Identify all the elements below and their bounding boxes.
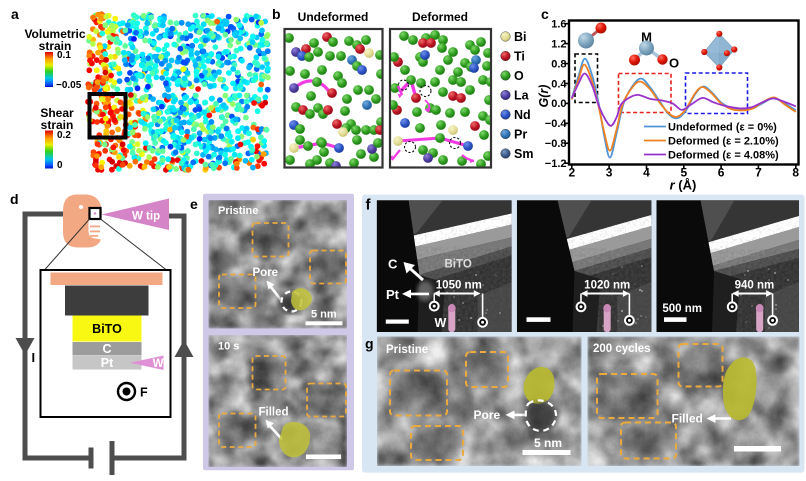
svg-text:10 s: 10 s — [218, 341, 239, 353]
svg-text:−0.4: −0.4 — [545, 118, 568, 130]
svg-text:g: g — [365, 336, 374, 352]
svg-text:940 nm: 940 nm — [735, 280, 775, 292]
svg-text:b: b — [272, 6, 281, 22]
svg-text:0.2: 0.2 — [57, 130, 71, 141]
svg-text:C: C — [388, 257, 398, 272]
svg-text:Bi: Bi — [514, 30, 527, 44]
svg-text:Volumetric: Volumetric — [24, 27, 85, 41]
svg-text:Ti: Ti — [514, 50, 525, 64]
svg-text:e: e — [190, 196, 198, 212]
svg-text:3: 3 — [606, 166, 613, 180]
svg-text:BiTO: BiTO — [445, 259, 472, 271]
svg-text:Shear: Shear — [40, 106, 74, 120]
svg-text:0.8: 0.8 — [551, 58, 566, 70]
svg-text:0.4: 0.4 — [551, 78, 567, 90]
svg-text:Pore: Pore — [474, 408, 501, 422]
svg-text:1020 nm: 1020 nm — [584, 280, 630, 292]
svg-text:1.6: 1.6 — [551, 19, 566, 31]
svg-text:−1.2: −1.2 — [545, 158, 567, 170]
svg-text:Filled: Filled — [259, 407, 289, 419]
svg-text:Sm: Sm — [514, 147, 533, 161]
svg-text:Pore: Pore — [253, 267, 279, 279]
svg-text:W: W — [435, 316, 447, 330]
svg-text:Pristine: Pristine — [218, 205, 258, 217]
svg-text:1.2: 1.2 — [551, 38, 566, 50]
svg-text:−0.05: −0.05 — [56, 80, 82, 91]
svg-text:8: 8 — [792, 166, 799, 180]
svg-text:W tip: W tip — [132, 211, 160, 223]
svg-text:Deformed (ε = 2.10%): Deformed (ε = 2.10%) — [668, 136, 779, 148]
svg-text:a: a — [11, 6, 19, 22]
svg-text:7: 7 — [755, 166, 762, 180]
svg-text:−0.8: −0.8 — [545, 138, 567, 150]
svg-text:Pt: Pt — [101, 356, 114, 370]
svg-text:0: 0 — [57, 160, 63, 171]
svg-text:BiTO: BiTO — [92, 322, 122, 336]
svg-text:Deformed: Deformed — [412, 10, 468, 24]
svg-text:I: I — [32, 350, 36, 365]
svg-text:Undeformed: Undeformed — [298, 10, 369, 24]
svg-text:f: f — [366, 197, 372, 214]
svg-text:2: 2 — [568, 166, 575, 180]
svg-text:G(r): G(r) — [537, 85, 551, 108]
svg-text:O: O — [669, 56, 679, 71]
svg-text:W: W — [153, 358, 164, 370]
svg-text:1050 nm: 1050 nm — [436, 280, 482, 292]
svg-text:r (Å): r (Å) — [670, 178, 697, 193]
svg-text:F: F — [140, 386, 148, 400]
svg-text:5: 5 — [680, 166, 687, 180]
svg-text:strain: strain — [41, 118, 74, 132]
svg-text:M: M — [641, 30, 652, 45]
svg-text:Pr: Pr — [514, 128, 527, 142]
svg-text:d: d — [10, 191, 19, 207]
svg-text:4: 4 — [643, 166, 650, 180]
svg-text:0.0: 0.0 — [551, 98, 566, 110]
svg-text:0.1: 0.1 — [57, 50, 71, 61]
svg-text:Nd: Nd — [514, 108, 531, 122]
svg-text:Pt: Pt — [386, 287, 400, 302]
svg-text:La: La — [514, 89, 530, 103]
svg-text:5 nm: 5 nm — [311, 309, 337, 321]
svg-text:500 nm: 500 nm — [662, 303, 702, 315]
svg-text:Deformed (ε = 4.08%): Deformed (ε = 4.08%) — [668, 150, 779, 162]
svg-text:O: O — [514, 69, 524, 83]
svg-text:c: c — [541, 6, 549, 22]
svg-text:Pristine: Pristine — [386, 344, 428, 356]
svg-text:C: C — [102, 342, 111, 356]
svg-text:strain: strain — [39, 39, 72, 53]
svg-text:Undeformed (ε = 0%): Undeformed (ε = 0%) — [668, 122, 777, 134]
svg-text:5 nm: 5 nm — [534, 436, 562, 450]
svg-text:6: 6 — [718, 166, 725, 180]
svg-text:200 cycles: 200 cycles — [593, 343, 651, 355]
svg-text:Filled: Filled — [672, 412, 703, 426]
